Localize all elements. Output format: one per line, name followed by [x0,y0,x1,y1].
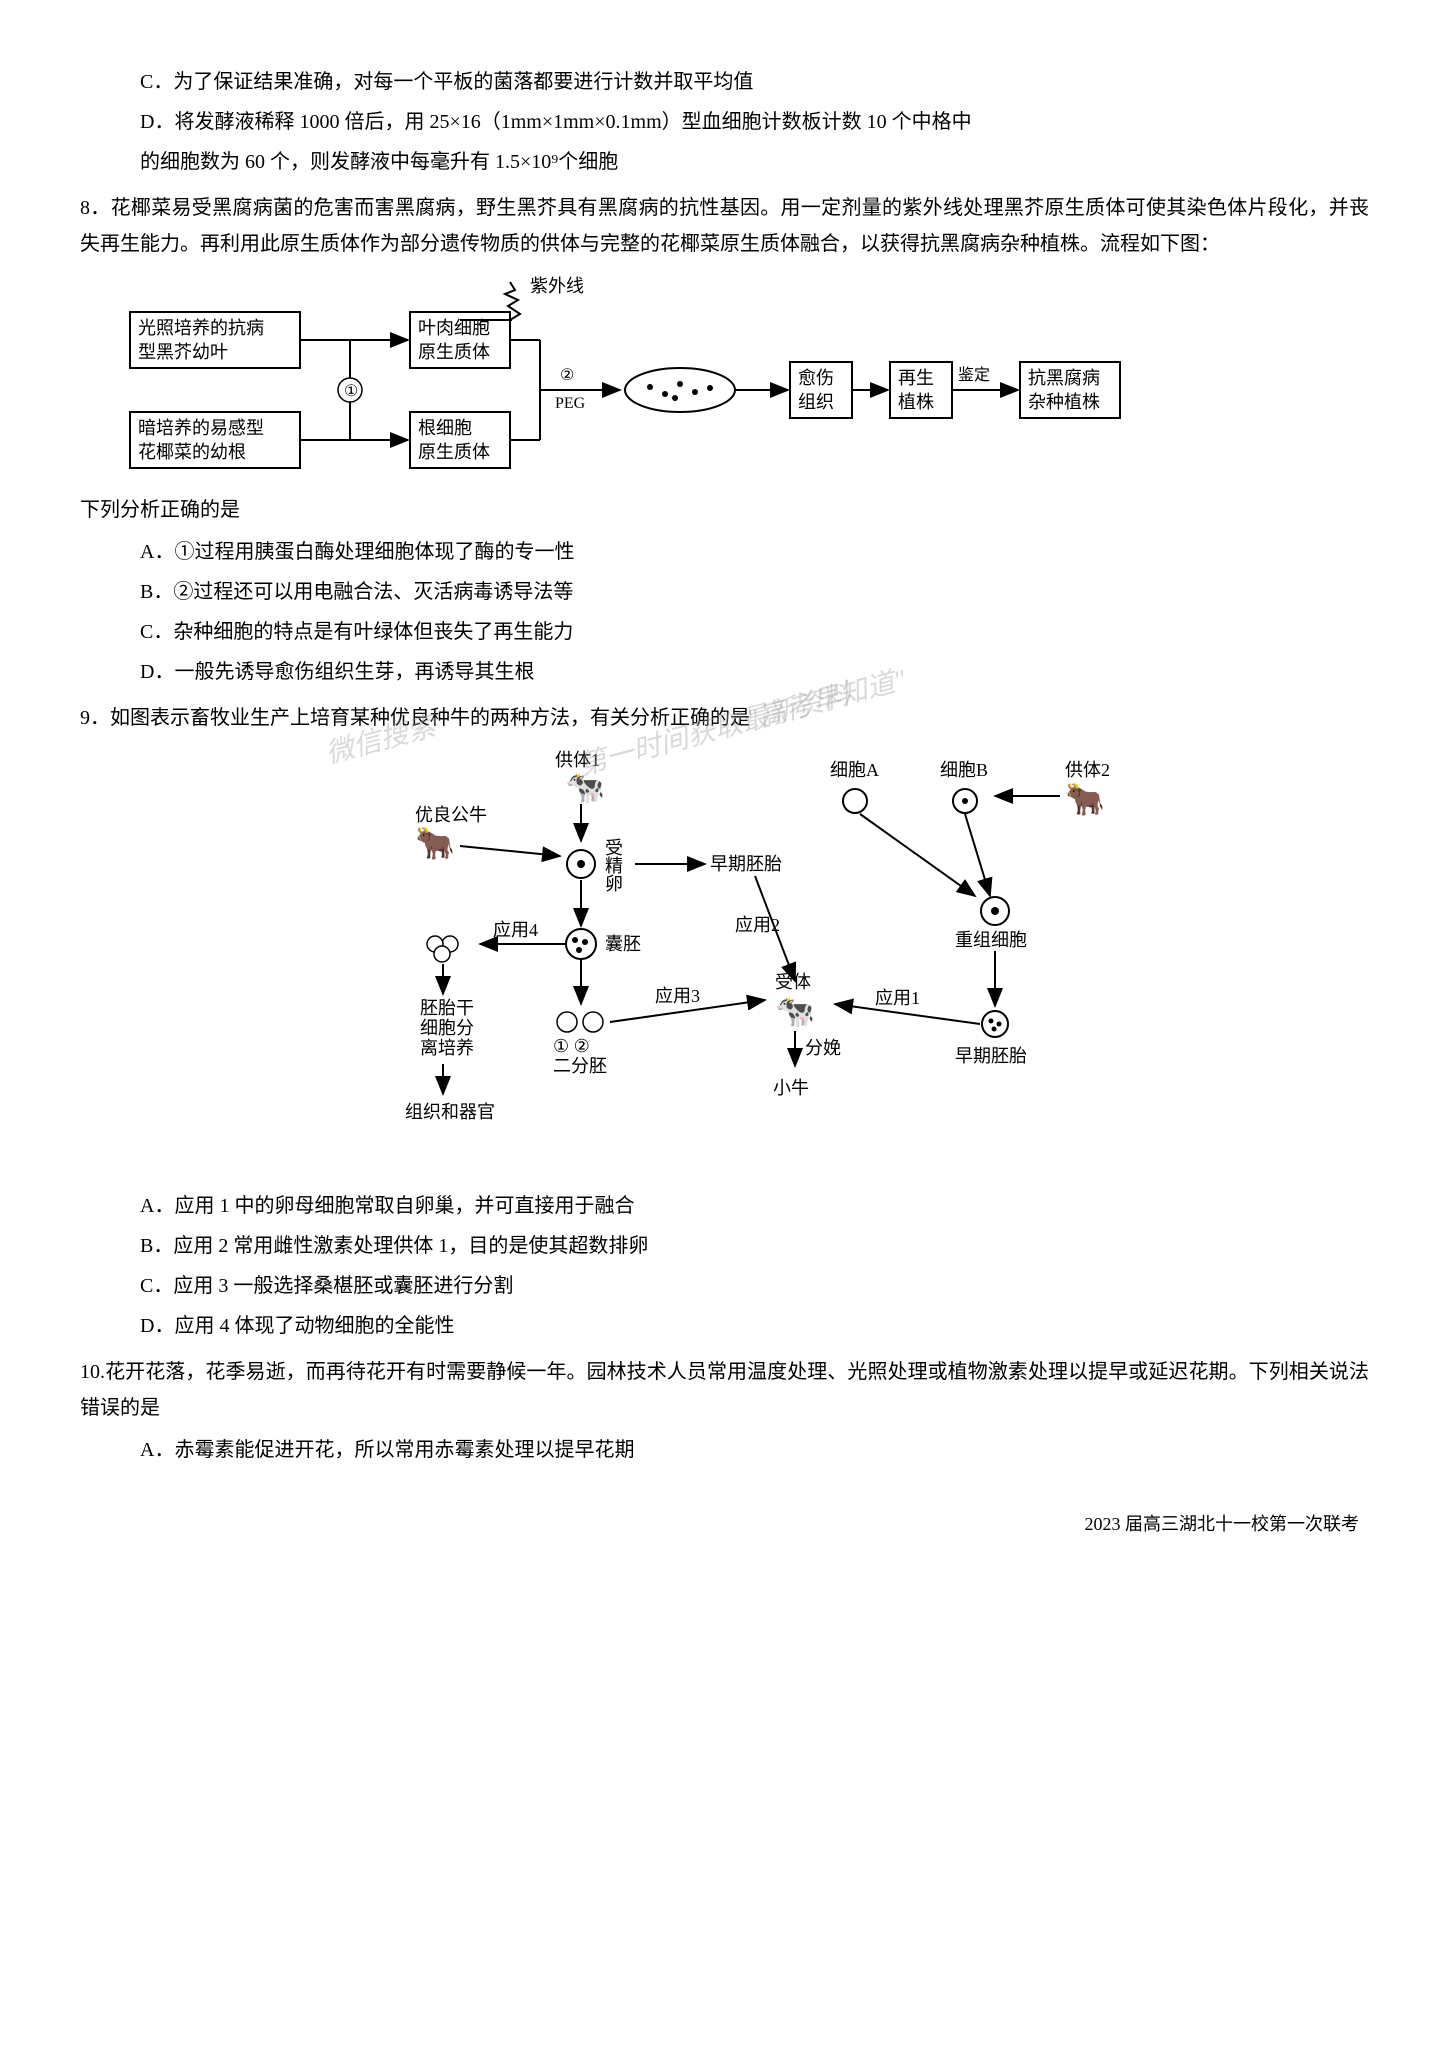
q7-option-d-line2: 的细胞数为 60 个，则发酵液中每毫升有 1.5×10⁹个细胞 [80,144,1369,180]
fert-l2: 精 [605,856,623,876]
stem-l3: 离培养 [420,1038,474,1058]
q9-option-a: A．应用 1 中的卵母细胞常取自卵巢，并可直接用于融合 [80,1188,1369,1224]
peg-label: PEG [555,395,586,412]
q8-option-b: B．②过程还可以用电融合法、灭活病毒诱导法等 [80,574,1369,610]
stem-l2: 细胞分 [420,1018,474,1038]
bull-label: 优良公牛 [415,805,487,825]
tissue-organ-label: 组织和器官 [405,1102,495,1122]
box6-l1: 再生 [898,368,934,388]
calf-label: 小牛 [773,1078,809,1098]
early-embryo-label: 早期胚胎 [710,854,782,874]
fert-l1: 受 [605,838,623,858]
svg-text:🐄: 🐄 [565,769,605,805]
step1-label: ① [344,383,358,400]
box7-l2: 杂种植株 [1028,392,1100,412]
box3-l2: 原生质体 [418,342,490,362]
box5-l2: 组织 [798,392,834,412]
step2-label: ② [560,367,574,384]
q9-option-c: C．应用 3 一般选择桑椹胚或囊胚进行分割 [80,1268,1369,1304]
donor2-label: 供体2 [1065,760,1110,780]
q8-option-d: D．一般先诱导愈伤组织生芽，再诱导其生根 [80,654,1369,690]
box1-l1: 光照培养的抗病 [138,318,264,338]
q8-diagram: 紫外线 光照培养的抗病 型黑芥幼叶 暗培养的易感型 花椰菜的幼根 叶肉细胞 原生… [120,272,1369,482]
svg-text:🐂: 🐂 [415,825,455,861]
deliver-label: 分娩 [805,1038,841,1058]
box2-l1: 暗培养的易感型 [138,418,264,438]
q10-stem: 10.花开花落，花季易逝，而再待花开有时需要静候一年。园林技术人员常用温度处理、… [80,1354,1369,1426]
q7-option-c: C．为了保证结果准确，对每一个平板的菌落都要进行计数并取平均值 [80,64,1369,100]
box4-l1: 根细胞 [418,418,472,438]
box2-l2: 花椰菜的幼根 [138,442,246,462]
cellb-label: 细胞B [940,760,988,780]
box5-l1: 愈伤 [798,368,834,388]
app2-label: 应用2 [735,915,780,935]
box1-l2: 型黑芥幼叶 [138,342,228,362]
q8-subtext: 下列分析正确的是 [80,492,1369,528]
app1-label: 应用1 [875,988,920,1008]
app3-label: 应用3 [655,986,700,1006]
q9-option-d: D．应用 4 体现了动物细胞的全能性 [80,1308,1369,1344]
stem-l1: 胚胎干 [420,998,474,1018]
split-l1: ① ② [553,1036,590,1056]
q9-stem: 9．如图表示畜牧业生产上培育某种优良种牛的两种方法，有关分析正确的是 [80,700,1369,736]
box6-l2: 植株 [898,392,934,412]
uv-label: 紫外线 [530,276,584,296]
early-embryo2-label: 早期胚胎 [955,1046,1027,1066]
q8-option-c: C．杂种细胞的特点是有叶绿体但丧失了再生能力 [80,614,1369,650]
app4-label: 应用4 [493,920,538,940]
box7-l1: 抗黑腐病 [1028,368,1100,388]
page-footer: 2023 届高三湖北十一校第一次联考 [80,1508,1369,1540]
recomb-label: 重组细胞 [955,930,1027,950]
identify-label: 鉴定 [958,366,990,384]
q9-diagram: "高考早知道" 微信搜索 第一时间获取最新资料 供体1 🐄 优良公牛 🐂 受 精… [275,746,1175,1178]
q7-option-d-line1: D．将发酵液稀释 1000 倍后，用 25×16（1mm×1mm×0.1mm）型… [80,104,1369,140]
split-l2: 二分胚 [553,1056,607,1076]
box4-l2: 原生质体 [418,442,490,462]
svg-text:🐄: 🐄 [775,993,815,1029]
cella-label: 细胞A [830,760,879,780]
q8-stem: 8．花椰菜易受黑腐病菌的危害而害黑腐病，野生黑芥具有黑腐病的抗性基因。用一定剂量… [80,190,1369,262]
q8-option-a: A．①过程用胰蛋白酶处理细胞体现了酶的专一性 [80,534,1369,570]
fert-l3: 卵 [605,874,623,894]
q10-option-a: A．赤霉素能促进开花，所以常用赤霉素处理以提早花期 [80,1432,1369,1468]
q9-option-b: B．应用 2 常用雌性激素处理供体 1，目的是使其超数排卵 [80,1228,1369,1264]
svg-text:🐂: 🐂 [1065,781,1105,817]
blastocyst-label: 囊胚 [605,934,641,954]
donor1-label: 供体1 [555,750,600,770]
